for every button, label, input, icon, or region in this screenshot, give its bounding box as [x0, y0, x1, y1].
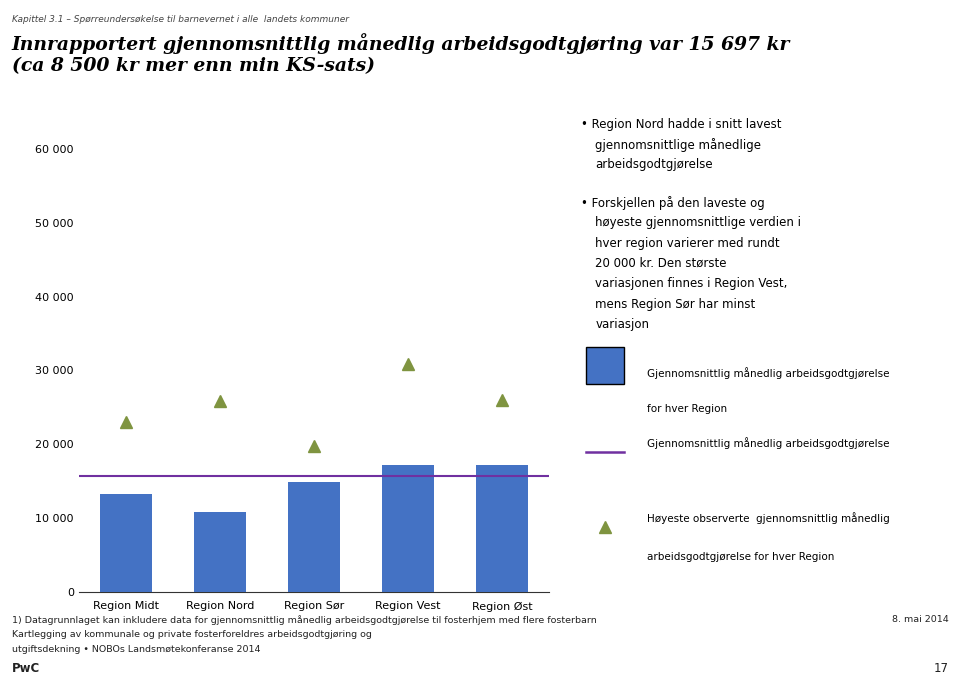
- Text: variasjon: variasjon: [595, 318, 649, 331]
- Text: for hver Region: for hver Region: [647, 405, 727, 414]
- Bar: [288, 481, 340, 592]
- Text: variasjonen finnes i Region Vest,: variasjonen finnes i Region Vest,: [595, 277, 787, 290]
- Text: Innrapportert gjennomsnittlig månedlig arbeidsgodtgjøring var 15 697 kr: Innrapportert gjennomsnittlig månedlig a…: [12, 33, 790, 54]
- Bar: [476, 464, 528, 592]
- Text: (ca 8 500 kr mer enn min KS-sats): (ca 8 500 kr mer enn min KS-sats): [12, 57, 374, 75]
- Text: Kommentar: Kommentar: [724, 83, 796, 96]
- Text: 8. mai 2014: 8. mai 2014: [892, 615, 948, 624]
- Text: Kapittel 3.1 – Spørreundersøkelse til barnevernet i alle  landets kommuner: Kapittel 3.1 – Spørreundersøkelse til ba…: [12, 15, 348, 24]
- Bar: [100, 494, 152, 592]
- Text: Kartlegging av kommunale og private fosterforeldres arbeidsgodtgjøring og: Kartlegging av kommunale og private fost…: [12, 630, 372, 639]
- Text: Gjennomsnittlig månedlig arbeidsgodtgjørelse¹: Gjennomsnittlig månedlig arbeidsgodtgjør…: [139, 82, 434, 97]
- Text: 17: 17: [933, 662, 948, 675]
- Text: Gjennomsnittlig månedlig arbeidsgodtgjørelse: Gjennomsnittlig månedlig arbeidsgodtgjør…: [647, 367, 889, 379]
- Text: PwC: PwC: [12, 662, 39, 675]
- Text: utgiftsdekning • NOBOs Landsmøtekonferanse 2014: utgiftsdekning • NOBOs Landsmøtekonferan…: [12, 645, 260, 654]
- Text: • Forskjellen på den laveste og: • Forskjellen på den laveste og: [581, 196, 764, 210]
- Text: 20 000 kr. Den største: 20 000 kr. Den største: [595, 257, 727, 270]
- Text: • Region Nord hadde i snitt lavest: • Region Nord hadde i snitt lavest: [581, 118, 781, 131]
- Text: gjennomsnittlige månedlige: gjennomsnittlige månedlige: [595, 138, 761, 152]
- Text: hver region varierer med rundt: hver region varierer med rundt: [595, 237, 780, 250]
- Bar: [194, 512, 246, 592]
- Text: Gjennomsnittlig månedlig arbeidsgodtgjørelse: Gjennomsnittlig månedlig arbeidsgodtgjør…: [647, 437, 889, 449]
- Text: arbeidsgodtgjørelse: arbeidsgodtgjørelse: [595, 158, 713, 171]
- Bar: [382, 464, 434, 592]
- Text: 1) Datagrunnlaget kan inkludere data for gjennomsnittlig månedlig arbeidsgodtgjø: 1) Datagrunnlaget kan inkludere data for…: [12, 615, 596, 626]
- Text: arbeidsgodtgjørelse for hver Region: arbeidsgodtgjørelse for hver Region: [647, 551, 834, 562]
- Text: Høyeste observerte  gjennomsnittlig månedlig: Høyeste observerte gjennomsnittlig måned…: [647, 512, 889, 524]
- Text: mens Region Sør har minst: mens Region Sør har minst: [595, 298, 756, 311]
- FancyBboxPatch shape: [587, 347, 624, 384]
- Text: høyeste gjennomsnittlige verdien i: høyeste gjennomsnittlige verdien i: [595, 216, 802, 229]
